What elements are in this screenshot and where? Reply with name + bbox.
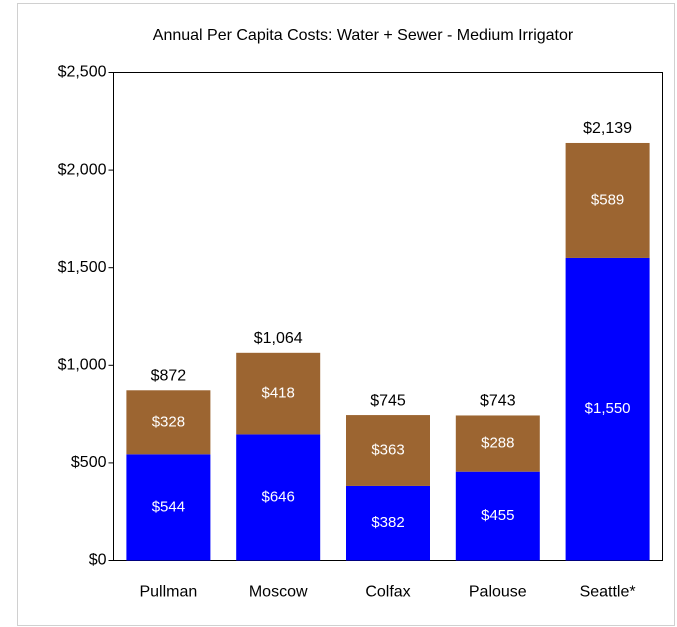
total-label: $872 (151, 368, 187, 385)
total-label: $2,139 (583, 120, 632, 137)
x-tick-label: Pullman (139, 584, 197, 601)
total-label: $743 (480, 393, 516, 410)
bar-segment (236, 352, 321, 435)
chart-title: Annual Per Capita Costs: Water + Sewer -… (153, 27, 574, 44)
value-label: $288 (481, 435, 514, 452)
value-label: $589 (591, 191, 624, 208)
y-tick-label: $500 (71, 454, 107, 471)
y-tick-label: $1,500 (58, 259, 107, 276)
bar-segment (346, 485, 430, 561)
value-label: $363 (371, 441, 404, 458)
y-tick-label: $0 (89, 552, 107, 569)
bar-segment (565, 257, 650, 561)
bar-segment (236, 434, 321, 561)
total-label: $1,064 (254, 330, 303, 347)
y-tick-label: $1,000 (58, 357, 107, 374)
bar-segment (455, 471, 540, 561)
bar-segment (126, 390, 211, 455)
value-label: $418 (262, 385, 295, 402)
total-label: $745 (370, 392, 406, 409)
x-tick-label: Colfax (365, 584, 410, 601)
y-tick-label: $2,500 (58, 64, 107, 81)
value-label: $455 (481, 507, 514, 524)
value-label: $1,550 (585, 400, 631, 417)
x-tick-label: Palouse (469, 584, 527, 601)
y-tick-label: $2,000 (58, 161, 107, 178)
chart-frame (17, 3, 675, 626)
value-label: $646 (262, 488, 295, 505)
bar-segment (346, 415, 430, 486)
bar-segment (126, 454, 211, 561)
bar-segment (455, 415, 540, 472)
x-tick-label: Seattle* (580, 584, 636, 601)
bar-segment (565, 142, 650, 258)
value-label: $328 (152, 413, 185, 430)
x-tick-label: Moscow (249, 584, 308, 601)
value-label: $382 (371, 514, 404, 531)
value-label: $544 (152, 498, 185, 515)
